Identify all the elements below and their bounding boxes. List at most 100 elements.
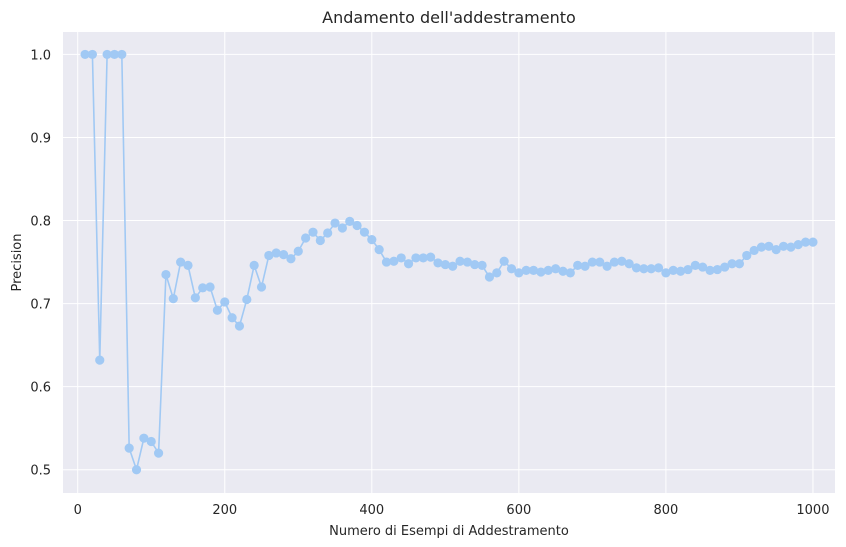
- data-point: [323, 228, 333, 238]
- x-tick-label: 600: [506, 503, 531, 518]
- data-point: [146, 436, 156, 447]
- data-point: [808, 237, 818, 247]
- data-point: [359, 227, 370, 237]
- y-tick-label: 0.5: [30, 464, 51, 479]
- data-point: [308, 227, 318, 237]
- chart-title: Andamento dell'addestramento: [322, 8, 576, 27]
- data-point: [227, 313, 237, 323]
- data-point: [477, 260, 487, 271]
- data-point: [727, 259, 737, 269]
- data-point: [609, 257, 620, 267]
- x-tick-label: 400: [359, 503, 384, 518]
- data-point: [624, 259, 634, 269]
- data-point: [786, 242, 796, 252]
- x-tick-label: 800: [653, 503, 678, 518]
- tick-labels: 0 200 400 600 800 1000 0.5 0.6 0.7 0.8 0.9 1.0: [30, 48, 829, 518]
- data-point: [676, 266, 686, 276]
- x-tick-label: 0: [74, 503, 82, 518]
- data-point: [80, 49, 90, 60]
- data-point: [617, 256, 627, 266]
- x-tick-label: 1000: [796, 503, 829, 518]
- data-point: [653, 263, 664, 273]
- data-point: [536, 267, 546, 277]
- data-point: [168, 294, 178, 304]
- data-point: [286, 254, 296, 264]
- data-point: [506, 264, 517, 274]
- data-point: [602, 261, 612, 271]
- data-point: [771, 245, 781, 255]
- data-point: [690, 260, 700, 271]
- data-point: [264, 250, 274, 261]
- data-point: [595, 257, 605, 267]
- data-point: [374, 245, 384, 255]
- data-point: [102, 49, 112, 60]
- y-tick-label: 0.9: [30, 131, 51, 146]
- data-point: [249, 260, 259, 271]
- data-point: [455, 256, 465, 266]
- data-point: [698, 262, 708, 272]
- data-point: [426, 252, 436, 262]
- data-point: [352, 220, 362, 231]
- data-point: [734, 259, 745, 269]
- data-point: [403, 259, 414, 269]
- data-point: [433, 258, 443, 268]
- data-point: [418, 253, 428, 263]
- series-layer: [80, 49, 818, 475]
- data-point: [124, 443, 134, 453]
- data-point: [440, 259, 450, 270]
- data-point: [705, 265, 715, 275]
- data-point: [587, 257, 597, 267]
- data-point: [131, 465, 142, 475]
- data-point: [683, 264, 693, 275]
- data-point: [793, 240, 803, 250]
- data-point: [646, 264, 656, 274]
- x-tick-label: 200: [212, 503, 237, 518]
- data-point: [234, 321, 245, 331]
- data-point: [212, 305, 222, 315]
- x-axis-title: Numero di Esempi di Addestramento: [329, 524, 569, 539]
- y-tick-label: 0.6: [30, 381, 51, 396]
- data-point: [242, 294, 252, 305]
- data-point: [499, 256, 509, 266]
- data-point: [87, 49, 98, 60]
- data-point: [396, 253, 406, 263]
- data-point: [198, 283, 208, 293]
- data-point: [712, 264, 722, 275]
- data-point: [256, 282, 267, 292]
- data-point: [278, 250, 289, 260]
- data-point: [742, 250, 752, 261]
- y-axis-title: Precision: [10, 233, 25, 291]
- data-point: [448, 261, 458, 271]
- data-point: [565, 268, 575, 278]
- data-point: [462, 257, 472, 267]
- data-point: [337, 223, 347, 233]
- data-point: [271, 248, 281, 258]
- y-tick-label: 0.7: [30, 298, 51, 313]
- data-point: [190, 293, 200, 303]
- data-point: [661, 268, 671, 278]
- data-point: [580, 261, 590, 271]
- grid-lines: [63, 32, 835, 493]
- data-point: [470, 259, 480, 270]
- data-point: [176, 257, 186, 267]
- data-point: [345, 216, 355, 226]
- data-point: [484, 272, 495, 282]
- data-point: [543, 265, 553, 275]
- data-point: [528, 265, 539, 275]
- data-point: [668, 265, 678, 275]
- data-point: [639, 264, 649, 274]
- data-point: [521, 265, 531, 275]
- data-point: [117, 49, 127, 60]
- data-point: [720, 262, 730, 272]
- data-point: [389, 256, 399, 266]
- data-point: [756, 242, 767, 252]
- data-point: [551, 264, 561, 274]
- data-point: [220, 297, 230, 307]
- data-point: [749, 245, 759, 256]
- data-point: [381, 257, 392, 267]
- data-point: [153, 448, 164, 458]
- data-point: [800, 237, 811, 247]
- data-point: [573, 260, 583, 271]
- data-point: [139, 433, 149, 443]
